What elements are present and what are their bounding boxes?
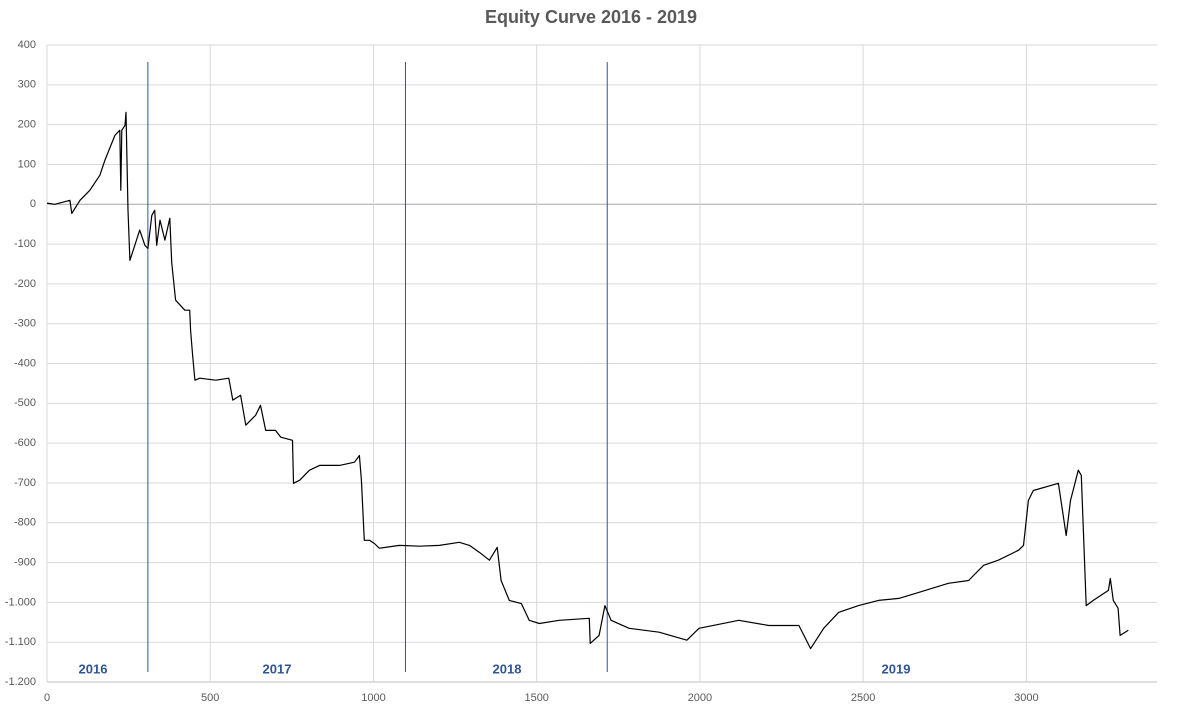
y-tick-label: -100 [14, 238, 36, 250]
x-tick-label: 2500 [851, 692, 875, 704]
chart-title: Equity Curve 2016 - 2019 [485, 7, 697, 27]
y-tick-label: -800 [14, 517, 36, 529]
year-label: 2017 [263, 661, 292, 676]
year-label: 2016 [79, 661, 108, 676]
year-label: 2019 [882, 661, 911, 676]
y-tick-label: -600 [14, 437, 36, 449]
y-tick-label: 0 [30, 198, 36, 210]
x-tick-label: 1500 [524, 692, 548, 704]
y-tick-label: -1.200 [5, 676, 36, 688]
x-tick-label: 0 [44, 692, 50, 704]
y-tick-label: 100 [18, 158, 36, 170]
y-tick-label: 400 [18, 39, 36, 51]
x-tick-label: 500 [201, 692, 219, 704]
equity-line [46, 111, 1129, 650]
y-tick-label: -300 [14, 318, 36, 330]
x-tick-label: 1000 [361, 692, 385, 704]
y-tick-label: 300 [18, 79, 36, 91]
year-label: 2018 [493, 661, 522, 676]
y-tick-label: -700 [14, 477, 36, 489]
y-tick-label: -900 [14, 556, 36, 568]
y-tick-label: 200 [18, 119, 36, 131]
x-tick-label: 3000 [1014, 692, 1038, 704]
y-tick-label: -1.100 [5, 636, 36, 648]
y-tick-label: -1.000 [5, 596, 36, 608]
y-tick-label: -200 [14, 278, 36, 290]
y-tick-label: -500 [14, 397, 36, 409]
x-tick-label: 2000 [688, 692, 712, 704]
y-tick-label: -400 [14, 357, 36, 369]
